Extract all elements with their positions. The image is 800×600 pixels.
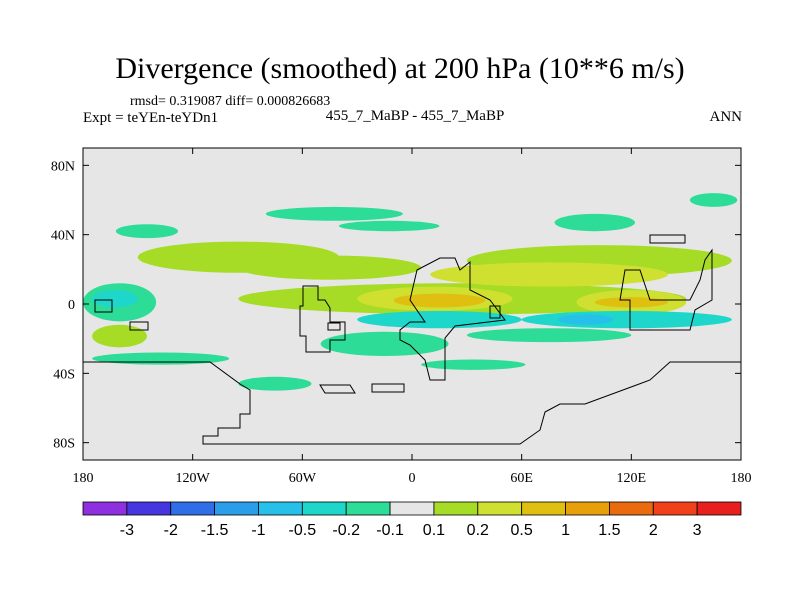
colorbar-swatch-8: [433, 501, 479, 516]
y-tick-label-2: 0: [68, 298, 75, 313]
x-axis: 180 120W 60W 0 60E 120E 180: [73, 148, 752, 486]
divergence-region-4: [689, 193, 738, 207]
colorbar-swatch-9: [477, 501, 523, 516]
divergence-region-24: [92, 290, 138, 308]
chart-title: Divergence (smoothed) at 200 hPa (10**6 …: [115, 52, 685, 85]
colorbar-label-1: -2: [164, 522, 178, 539]
colorbar-label-7: 0.1: [423, 522, 445, 539]
colorbar: -3 -2 -1.5 -1 -0.5 -0.2 -0.1 0.1 0.2 0.5 1 1.5 2 3: [82, 501, 742, 539]
coastline-subantarctic: [319, 383, 405, 394]
coastline-africa: [399, 257, 506, 381]
divergence-region-19: [238, 376, 312, 391]
colorbar-label-11: 1.5: [598, 522, 620, 539]
coastline-layer: [83, 234, 741, 445]
colorbar-label-6: -0.1: [376, 522, 404, 539]
coastline-asia-fragment: [649, 234, 686, 244]
divergence-region-18: [92, 352, 230, 365]
colorbar-swatch-6: [345, 501, 391, 516]
coastline-south-america: [299, 285, 346, 353]
divergence-region-10: [430, 262, 668, 287]
colorbar-swatch-14: [696, 501, 742, 516]
season-label: ANN: [709, 109, 743, 125]
colorbar-swatch-7: [389, 501, 435, 516]
divergence-region-23: [558, 314, 614, 325]
colorbar-label-2: -1.5: [201, 522, 229, 539]
x-tick-label-5: 120E: [617, 471, 647, 486]
y-tick-label-1: 40N: [51, 229, 75, 244]
divergence-region-6: [238, 255, 422, 280]
x-tick-label-1: 120W: [176, 471, 211, 486]
divergence-region-3: [554, 213, 635, 232]
colorbar-label-5: -0.2: [332, 522, 360, 539]
colorbar-label-3: -1: [251, 522, 265, 539]
colorbar-swatch-4: [258, 501, 303, 516]
coastline-australia: [619, 248, 713, 331]
x-tick-label-6: 180: [731, 471, 752, 486]
x-tick-label-4: 60E: [510, 471, 533, 486]
colorbar-swatch-5: [301, 501, 347, 516]
coastline-islands: [94, 299, 501, 331]
experiment-label: Expt = teYEn-teYDn1: [83, 110, 219, 126]
divergence-region-21: [357, 310, 522, 329]
y-tick-label-4: 80S: [53, 437, 75, 452]
divergence-region-22: [521, 310, 732, 329]
y-tick-label-3: 40S: [53, 367, 75, 382]
colorbar-swatch-10: [521, 501, 566, 516]
colorbar-swatch-1: [126, 501, 172, 516]
colorbar-label-9: 0.5: [511, 522, 533, 539]
colorbar-label-13: 3: [693, 522, 702, 539]
colorbar-swatch-0: [82, 501, 128, 516]
divergence-region-0: [265, 206, 403, 221]
divergence-region-8: [92, 324, 147, 348]
divergence-region-20: [421, 359, 526, 370]
y-tick-label-0: 80N: [51, 159, 75, 174]
divergence-region-16: [320, 331, 449, 356]
colorbar-label-10: 1: [561, 522, 570, 539]
colorbar-label-4: -0.5: [289, 522, 317, 539]
colorbar-swatch-2: [170, 501, 216, 516]
colorbar-swatch-12: [609, 501, 654, 516]
divergence-region-2: [115, 224, 179, 239]
x-tick-label-2: 60W: [289, 471, 317, 486]
x-tick-label-3: 0: [409, 471, 416, 486]
colorbar-swatch-3: [214, 501, 259, 516]
comparison-label: 455_7_MaBP - 455_7_MaBP: [325, 108, 505, 124]
colorbar-label-0: -3: [120, 522, 134, 539]
colorbar-label-12: 2: [649, 522, 658, 539]
colorbar-label-8: 0.2: [467, 522, 489, 539]
x-tick-label-0: 180: [73, 471, 94, 486]
rmsd-stat: rmsd= 0.319087 diff= 0.000826683: [130, 94, 331, 109]
divergence-region-1: [338, 220, 440, 232]
divergence-region-17: [466, 328, 632, 343]
coastline-antarctica: [83, 361, 741, 445]
colorbar-swatch-13: [652, 501, 698, 516]
divergence-region-13: [393, 293, 486, 308]
divergence-region-14: [594, 297, 668, 308]
colorbar-swatch-11: [565, 501, 610, 516]
y-axis: 80N 40N 0 40S 80S: [51, 159, 741, 452]
